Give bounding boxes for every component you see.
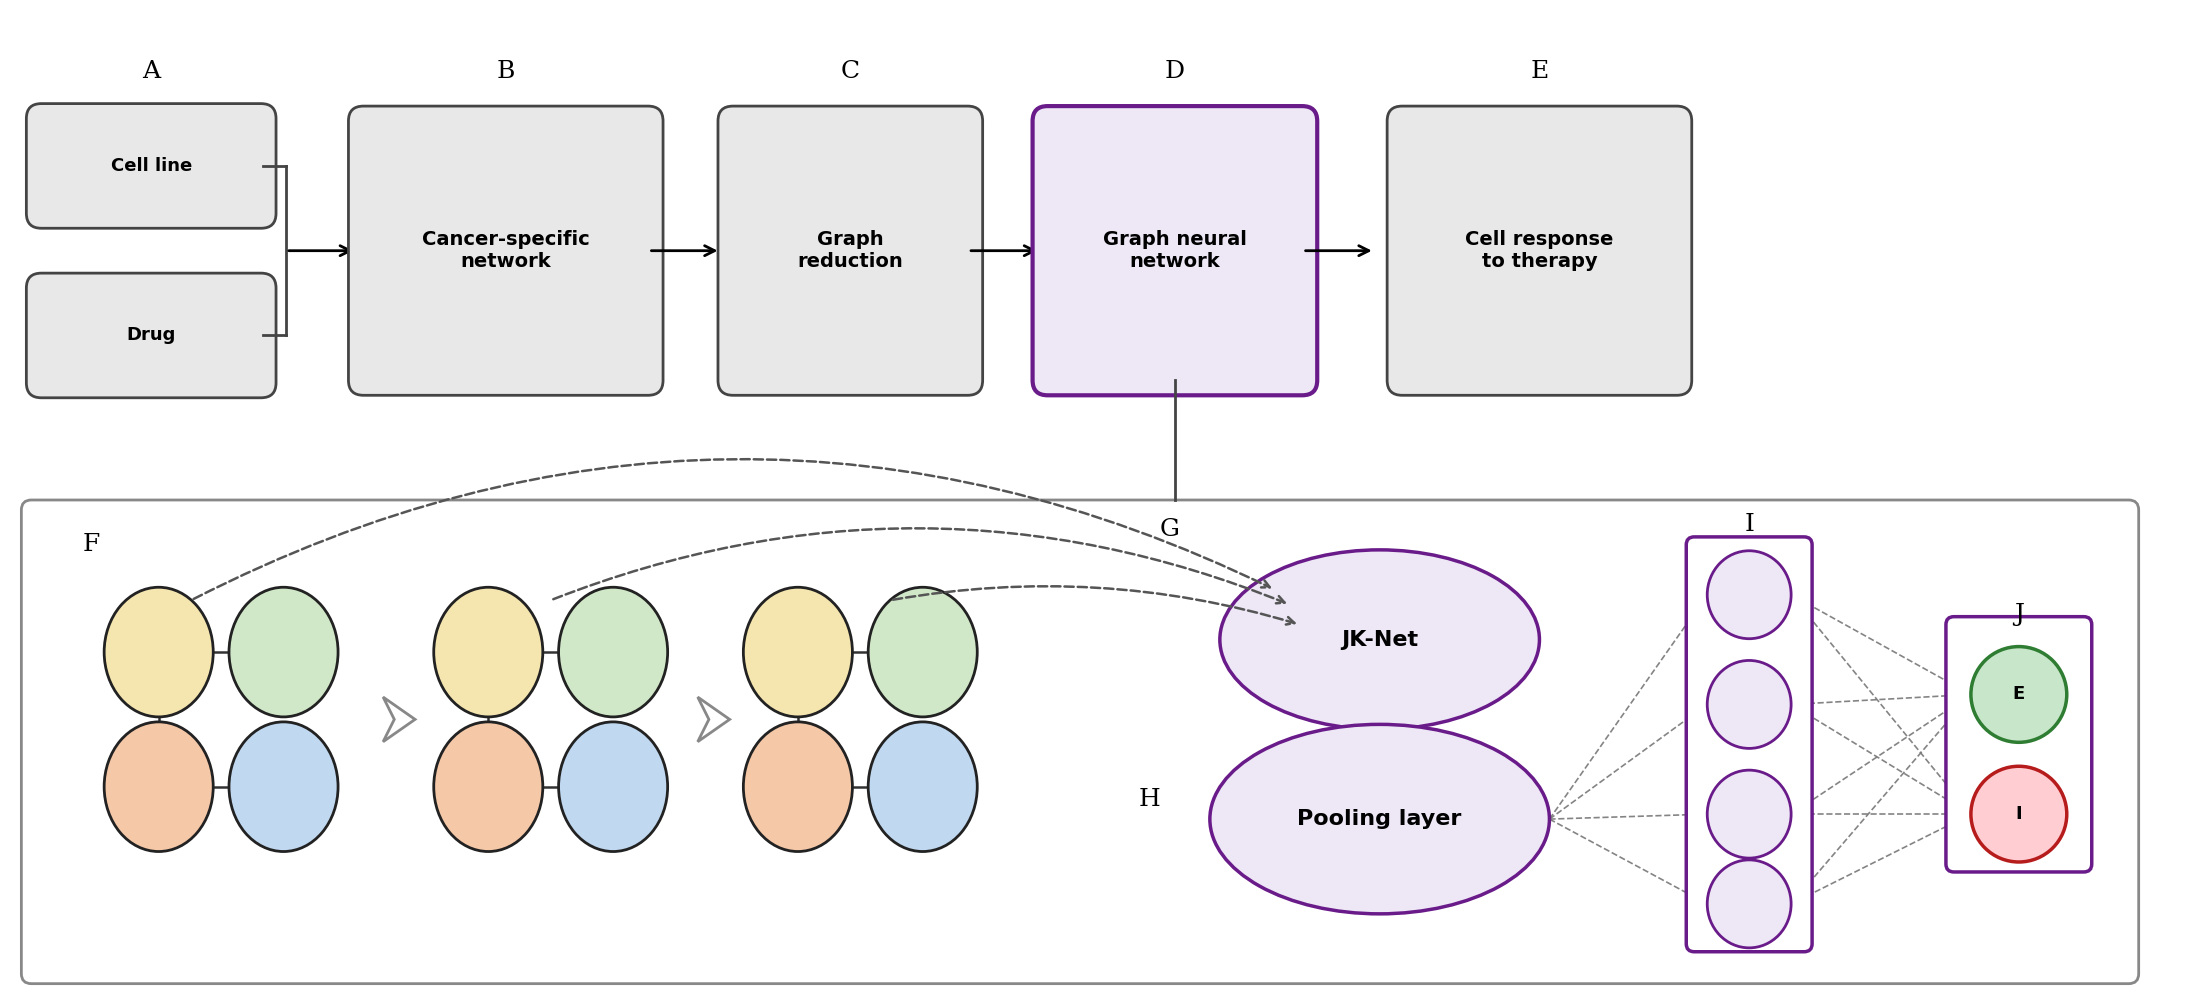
Text: H: H <box>1140 788 1162 811</box>
Ellipse shape <box>229 587 339 717</box>
Text: Cell line: Cell line <box>110 157 191 175</box>
Ellipse shape <box>1707 660 1791 748</box>
Text: JK-Net: JK-Net <box>1342 630 1419 650</box>
Ellipse shape <box>1707 860 1791 948</box>
Text: Graph neural
network: Graph neural network <box>1102 230 1247 271</box>
Text: Pooling layer: Pooling layer <box>1298 809 1461 829</box>
Text: Cancer-specific
network: Cancer-specific network <box>422 230 590 271</box>
Text: F: F <box>84 533 99 556</box>
Ellipse shape <box>103 587 213 717</box>
FancyBboxPatch shape <box>26 273 275 398</box>
Ellipse shape <box>1210 724 1549 914</box>
Ellipse shape <box>103 722 213 852</box>
Ellipse shape <box>229 722 339 852</box>
Ellipse shape <box>869 587 977 717</box>
FancyBboxPatch shape <box>26 104 275 228</box>
Ellipse shape <box>744 722 851 852</box>
FancyBboxPatch shape <box>1032 106 1318 395</box>
FancyBboxPatch shape <box>348 106 662 395</box>
FancyArrowPatch shape <box>552 528 1285 603</box>
Text: Cell response
to therapy: Cell response to therapy <box>1465 230 1613 271</box>
Text: C: C <box>840 60 860 83</box>
Text: G: G <box>1159 518 1179 541</box>
Polygon shape <box>697 697 730 742</box>
FancyBboxPatch shape <box>1388 106 1692 395</box>
Ellipse shape <box>1971 647 2066 742</box>
Text: I: I <box>2015 805 2022 823</box>
Text: B: B <box>497 60 515 83</box>
Ellipse shape <box>559 587 667 717</box>
Text: D: D <box>1164 60 1186 83</box>
FancyBboxPatch shape <box>1685 537 1813 952</box>
Ellipse shape <box>1219 550 1540 729</box>
FancyArrowPatch shape <box>194 459 1269 599</box>
Text: Graph
reduction: Graph reduction <box>796 230 904 271</box>
Ellipse shape <box>1971 766 2066 862</box>
FancyArrowPatch shape <box>893 586 1294 625</box>
Ellipse shape <box>869 722 977 852</box>
FancyBboxPatch shape <box>22 500 2138 984</box>
Text: Drug: Drug <box>128 326 176 344</box>
Text: J: J <box>2013 603 2024 626</box>
FancyBboxPatch shape <box>1947 617 2092 872</box>
Text: A: A <box>143 60 161 83</box>
Ellipse shape <box>433 722 543 852</box>
Text: I: I <box>1745 513 1753 536</box>
Ellipse shape <box>559 722 667 852</box>
Ellipse shape <box>1707 551 1791 639</box>
Ellipse shape <box>744 587 851 717</box>
FancyBboxPatch shape <box>717 106 983 395</box>
Ellipse shape <box>433 587 543 717</box>
Polygon shape <box>383 697 416 742</box>
Text: E: E <box>1531 60 1549 83</box>
Text: E: E <box>2013 685 2024 703</box>
Ellipse shape <box>1707 770 1791 858</box>
